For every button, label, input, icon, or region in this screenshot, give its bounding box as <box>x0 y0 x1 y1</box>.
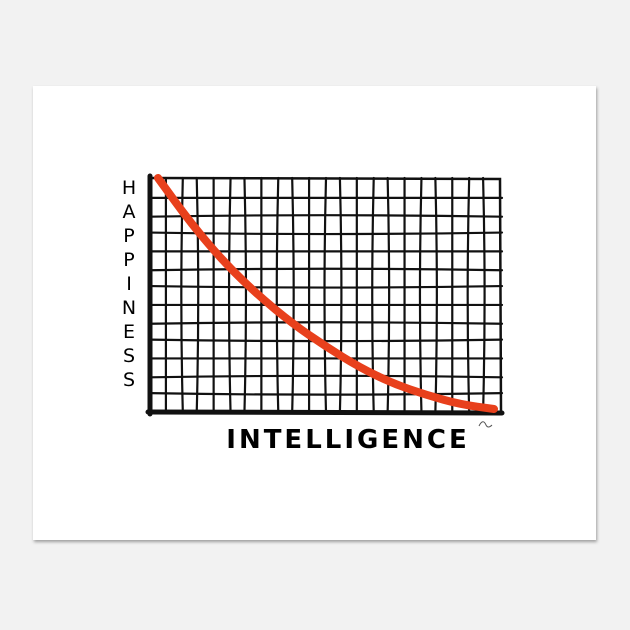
grid-line-horizontal <box>148 267 504 272</box>
axes <box>145 173 505 417</box>
grid <box>148 176 504 414</box>
y-axis-label-letter: I <box>126 273 132 295</box>
y-axis-label-letter: S <box>123 345 135 367</box>
y-axis-label-letter: A <box>123 201 136 223</box>
grid-line-vertical <box>243 176 248 414</box>
y-axis-label-letter: E <box>123 321 135 343</box>
series-line-layer <box>154 174 498 413</box>
grid-line-vertical <box>195 176 200 414</box>
grid-line-vertical <box>466 176 471 414</box>
grid-line-vertical <box>434 176 438 414</box>
plot-frame <box>148 176 503 414</box>
grid-line-vertical <box>323 176 328 414</box>
x-axis-label: INTELLIGENCE <box>226 425 469 455</box>
y-axis-label-letter: N <box>122 297 136 319</box>
grid-line-horizontal <box>148 284 504 289</box>
grid-line-vertical <box>227 176 232 414</box>
grid-line-horizontal <box>148 374 504 379</box>
series-line <box>154 174 498 413</box>
grid-line-vertical <box>338 176 343 414</box>
artist-signature-icon <box>478 421 493 428</box>
grid-line-vertical <box>481 176 486 414</box>
x-axis-line <box>145 409 505 416</box>
grid-line-vertical <box>418 176 423 414</box>
grid-line-vertical <box>371 176 375 414</box>
y-axis-label-letter: H <box>122 177 136 199</box>
grid-line-horizontal <box>148 338 504 343</box>
grid-line-horizontal <box>148 321 504 325</box>
y-axis-label-letter: P <box>123 249 134 271</box>
y-axis-label-letter: S <box>123 369 135 391</box>
y-axis-label-letter: P <box>123 225 134 247</box>
grid-line-horizontal <box>148 214 504 218</box>
grid-line-horizontal <box>148 392 504 396</box>
grid-line-vertical <box>275 176 280 414</box>
grid-line-vertical <box>291 176 295 414</box>
